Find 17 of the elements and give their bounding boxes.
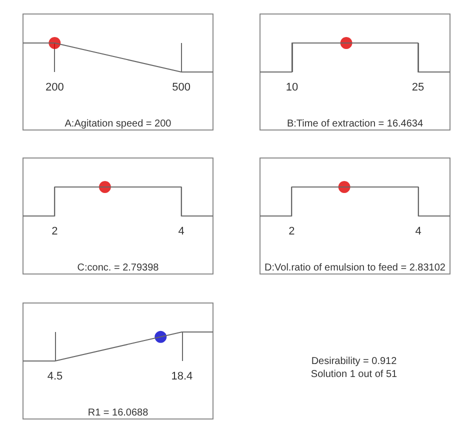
x-tick-label: 25 [412, 82, 424, 94]
x-tick-label: 200 [45, 82, 64, 94]
x-tick-label: 10 [286, 82, 298, 94]
x-axis-title: C:conc. = 2.79398 [77, 262, 160, 274]
x-tick-label: 2 [288, 226, 295, 238]
text: Desirability = 0.912 [310, 355, 398, 368]
x-tick-label: 2 [52, 226, 58, 238]
text: Solution 1 out of 51 [310, 368, 398, 381]
x-tick-label: 4 [415, 226, 422, 238]
x-axis-title: A:Agitation speed = 200 [64, 118, 172, 130]
x-tick-label: 4 [178, 226, 184, 238]
x-tick-label: 4.5 [47, 370, 63, 382]
x-axis-title: B:Time of extraction = 16.4634 [286, 118, 424, 130]
x-axis-title: R1 = 16.0688 [88, 408, 149, 418]
x-tick-label: 18.4 [171, 370, 193, 382]
x-axis-title: D:Vol.ratio of emulsion to feed = 2.83102 [264, 262, 446, 274]
x-tick-label: 500 [172, 82, 191, 94]
